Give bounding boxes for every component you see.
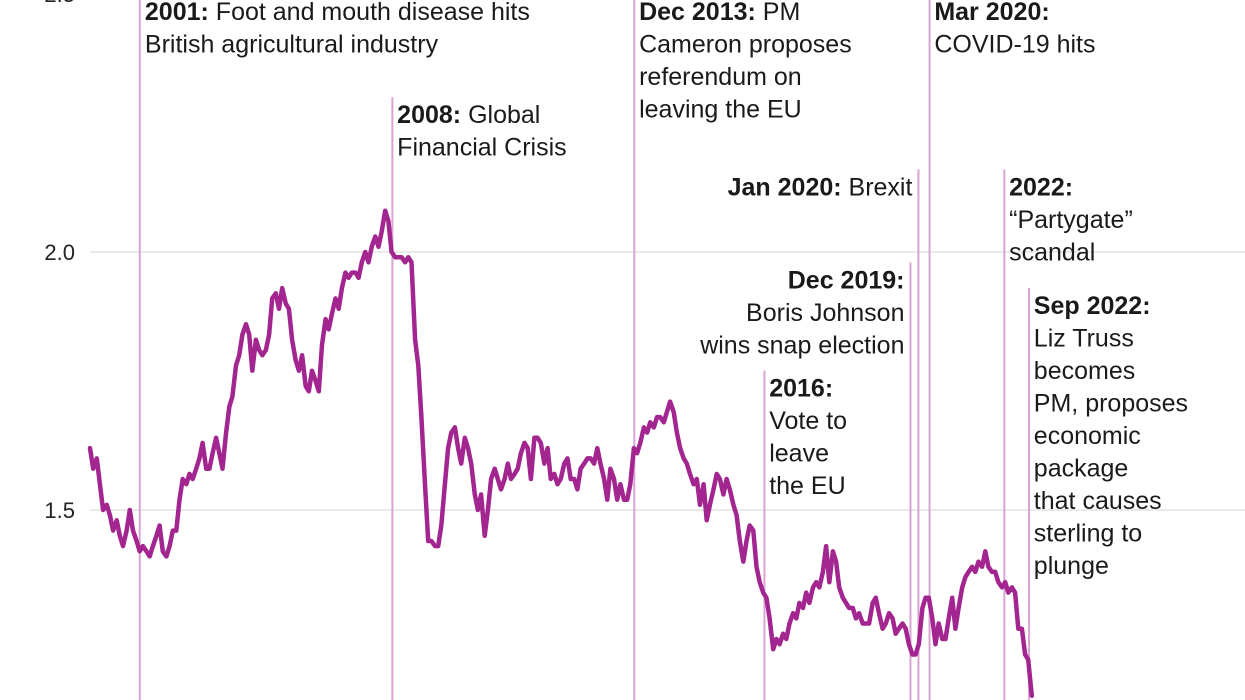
annotation-text: wins snap election (699, 331, 904, 359)
annotation-line: 2016: (769, 375, 833, 403)
annotation-line: 2008: Global (397, 101, 540, 129)
annotation-text: scandal (1009, 238, 1095, 266)
annotation-text: Brexit (842, 173, 913, 201)
annotation-line: economic (1034, 422, 1141, 450)
event-annotation: Jan 2020: Brexit (728, 173, 913, 201)
annotation-text: Cameron proposes (639, 31, 852, 59)
annotation-text: leaving the EU (639, 96, 802, 124)
exchange-rate-line (87, 208, 1035, 699)
annotation-line: Financial Crisis (397, 134, 566, 162)
annotation-text: PM, proposes (1034, 390, 1188, 418)
annotation-layer: 2001: Foot and mouth disease hits British… (145, 0, 1188, 580)
annotation-text: “Partygate” (1009, 206, 1133, 234)
event-annotation: 2008: Global Financial Crisis (397, 101, 566, 162)
annotation-text: Financial Crisis (397, 134, 566, 162)
annotation-line: scandal (1009, 238, 1095, 266)
annotation-date: 2022: (1009, 173, 1073, 201)
annotation-date: Jan 2020: (728, 173, 842, 201)
annotation-date: 2001: (145, 0, 209, 26)
y-tick-label: 1.5 (44, 498, 75, 523)
event-annotation: Sep 2022: Liz Truss becomes PM, proposes eco… (1034, 292, 1188, 580)
annotation-line: Jan 2020: Brexit (728, 173, 913, 201)
annotation-text: Liz Truss (1034, 325, 1134, 353)
annotation-text: referendum on (639, 63, 802, 91)
annotation-line: “Partygate” (1009, 206, 1133, 234)
annotation-line: 2022: (1009, 173, 1073, 201)
annotation-text: Boris Johnson (746, 299, 904, 327)
y-tick-label: 2.5 (44, 0, 75, 7)
event-annotation: 2022: “Partygate” scandal (1009, 173, 1133, 266)
annotation-line: Dec 2013: PM (639, 0, 800, 26)
annotation-text: becomes (1034, 357, 1135, 385)
annotation-text: Global (461, 101, 540, 129)
annotation-date: Sep 2022: (1034, 292, 1151, 320)
annotation-line: plunge (1034, 552, 1109, 580)
annotation-date: 2016: (769, 375, 833, 403)
annotation-text: Foot and mouth disease hits (209, 0, 530, 26)
annotation-line: Boris Johnson (746, 299, 904, 327)
annotation-line: sterling to (1034, 520, 1142, 548)
event-layer (138, 0, 1031, 700)
annotation-text: PM (756, 0, 800, 26)
annotation-text: plunge (1034, 552, 1109, 580)
grid-layer: 1.5 2.0 2.5 (44, 0, 1245, 523)
annotation-line: Mar 2020: (934, 0, 1049, 26)
annotation-text: package (1034, 455, 1129, 483)
annotation-text: sterling to (1034, 520, 1142, 548)
annotation-line: referendum on (639, 63, 802, 91)
annotation-date: Dec 2019: (788, 266, 905, 294)
annotation-line: wins snap election (699, 331, 904, 359)
event-annotation: Mar 2020: COVID-19 hits (934, 0, 1095, 59)
annotation-line: Cameron proposes (639, 31, 852, 59)
annotation-text: COVID-19 hits (934, 31, 1095, 59)
event-annotation: 2016: Vote to leave the EU (769, 375, 847, 501)
event-annotation: 2001: Foot and mouth disease hits British… (145, 0, 530, 59)
annotation-line: PM, proposes (1034, 390, 1188, 418)
annotation-text: leave (769, 440, 829, 468)
annotation-line: COVID-19 hits (934, 31, 1095, 59)
annotation-text: Vote to (769, 407, 847, 435)
annotation-line: Dec 2019: (788, 266, 905, 294)
annotation-line: 2001: Foot and mouth disease hits (145, 0, 530, 26)
annotation-date: Dec 2013: (639, 0, 756, 26)
annotation-line: British agricultural industry (145, 31, 439, 59)
annotation-line: becomes (1034, 357, 1135, 385)
annotation-line: leave (769, 440, 829, 468)
annotation-line: Liz Truss (1034, 325, 1134, 353)
annotation-line: leaving the EU (639, 96, 802, 124)
series-layer (87, 208, 1035, 699)
annotation-line: the EU (769, 472, 845, 500)
annotation-text: economic (1034, 422, 1141, 450)
annotation-text: that causes (1034, 487, 1162, 515)
annotation-line: Vote to (769, 407, 847, 435)
annotation-line: that causes (1034, 487, 1162, 515)
annotation-line: package (1034, 455, 1129, 483)
annotation-text: the EU (769, 472, 845, 500)
event-annotation: Dec 2019: Boris Johnson wins snap election (699, 266, 904, 359)
event-annotation: Dec 2013: PM Cameron proposes referendum o… (639, 0, 852, 124)
annotation-line: Sep 2022: (1034, 292, 1151, 320)
annotation-date: 2008: (397, 101, 461, 129)
annotation-date: Mar 2020: (934, 0, 1049, 26)
y-tick-label: 2.0 (44, 240, 75, 265)
annotation-text: British agricultural industry (145, 31, 439, 59)
